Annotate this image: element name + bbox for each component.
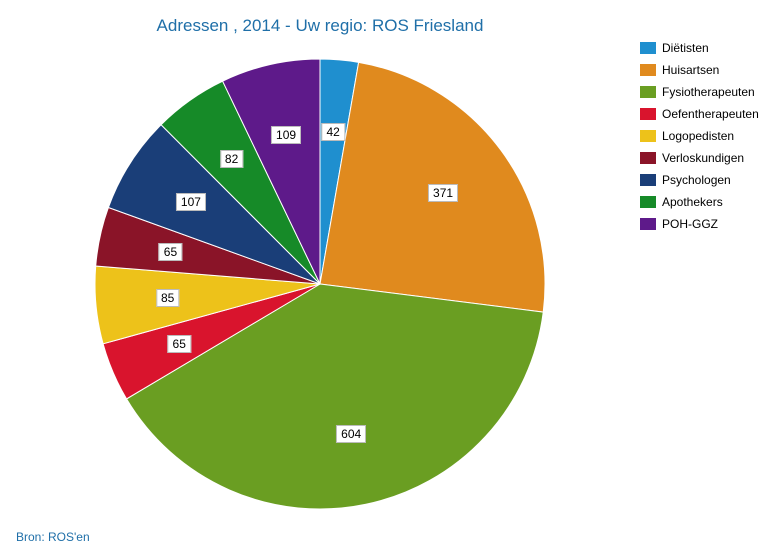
- legend-item: Verloskundigen: [640, 150, 759, 166]
- legend-label: Apothekers: [662, 195, 723, 209]
- legend-swatch: [640, 196, 656, 208]
- chart-container: Adressen , 2014 - Uw regio: ROS Frieslan…: [0, 0, 784, 554]
- legend-item: Logopedisten: [640, 128, 759, 144]
- pie-slice-label: 109: [271, 126, 301, 144]
- legend-swatch: [640, 130, 656, 142]
- pie-slice-label: 85: [156, 289, 179, 307]
- legend-label: Oefentherapeuten: [662, 107, 759, 121]
- legend-label: Verloskundigen: [662, 151, 744, 165]
- pie-svg: [40, 44, 600, 524]
- pie-chart: 42 371 604 65 85 65 107 82 109: [40, 44, 600, 524]
- chart-title: Adressen , 2014 - Uw regio: ROS Frieslan…: [0, 16, 640, 36]
- legend-item: Apothekers: [640, 194, 759, 210]
- legend-item: Oefentherapeuten: [640, 106, 759, 122]
- legend-item: Fysiotherapeuten: [640, 84, 759, 100]
- pie-slice-label: 604: [336, 425, 366, 443]
- legend-label: Diëtisten: [662, 41, 709, 55]
- legend-label: POH-GGZ: [662, 217, 718, 231]
- legend-label: Logopedisten: [662, 129, 734, 143]
- pie-slice-label: 107: [176, 193, 206, 211]
- legend-swatch: [640, 174, 656, 186]
- legend-swatch: [640, 86, 656, 98]
- legend-swatch: [640, 42, 656, 54]
- legend-swatch: [640, 108, 656, 120]
- pie-slice-label: 65: [168, 335, 191, 353]
- pie-slice-label: 82: [220, 150, 243, 168]
- pie-slice-label: 371: [428, 184, 458, 202]
- legend-swatch: [640, 152, 656, 164]
- legend-swatch: [640, 218, 656, 230]
- legend-item: Diëtisten: [640, 40, 759, 56]
- pie-slice-label: 65: [159, 243, 182, 261]
- legend-label: Fysiotherapeuten: [662, 85, 755, 99]
- source-text: Bron: ROS'en: [16, 530, 90, 544]
- legend-label: Huisartsen: [662, 63, 719, 77]
- legend-item: Psychologen: [640, 172, 759, 188]
- legend-item: POH-GGZ: [640, 216, 759, 232]
- legend: Diëtisten Huisartsen Fysiotherapeuten Oefen…: [640, 40, 759, 238]
- pie-slice-label: 42: [321, 123, 344, 141]
- legend-swatch: [640, 64, 656, 76]
- legend-item: Huisartsen: [640, 62, 759, 78]
- legend-label: Psychologen: [662, 173, 731, 187]
